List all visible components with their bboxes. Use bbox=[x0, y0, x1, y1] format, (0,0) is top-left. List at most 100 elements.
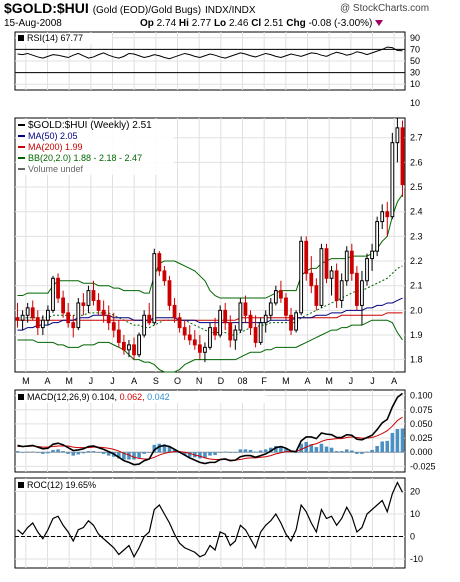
macd-histogram-bar bbox=[339, 451, 344, 453]
candle-down bbox=[56, 277, 60, 299]
open-label: Op bbox=[140, 18, 154, 29]
macd-histogram-bar bbox=[299, 443, 303, 453]
candle-down bbox=[284, 297, 288, 316]
macd-histogram-bar bbox=[15, 451, 20, 453]
candle-up bbox=[360, 280, 364, 306]
price-x-label: M bbox=[22, 376, 30, 386]
rsi-label-bg bbox=[16, 33, 112, 44]
macd-histogram-bar bbox=[350, 450, 354, 453]
candle-down bbox=[385, 211, 390, 218]
close-value: 2.51 bbox=[263, 18, 284, 29]
macd-histogram-bar bbox=[319, 443, 324, 453]
macd-histogram-bar bbox=[41, 452, 45, 454]
candle-up bbox=[375, 221, 380, 252]
macd-histogram-bar bbox=[71, 452, 76, 456]
roc-panel-frame bbox=[14, 477, 406, 569]
macd-histogram-bar bbox=[142, 452, 146, 454]
candle-down bbox=[66, 312, 71, 324]
candle-down bbox=[400, 127, 405, 186]
roc-tick-label: -10 bbox=[410, 554, 423, 564]
macd-histogram-bar bbox=[91, 451, 96, 453]
legend-ma200: MA(200) 1.99 bbox=[28, 142, 83, 152]
high-label: Hi bbox=[178, 18, 189, 29]
candle-down bbox=[213, 327, 217, 336]
candle-up bbox=[299, 240, 304, 314]
candle-down bbox=[132, 344, 136, 356]
macd-histogram-bar bbox=[132, 452, 136, 460]
candle-down bbox=[253, 327, 258, 343]
macd-histogram-bar bbox=[243, 449, 248, 453]
macd-label: MACD(12,26,9) 0.104, 0.062, 0.042 bbox=[27, 392, 170, 402]
macd-histogram-bar bbox=[395, 429, 400, 453]
price-tick-label: 1.9 bbox=[410, 330, 423, 340]
symbol-description: (Gold (EOD)/Gold Bugs) bbox=[92, 5, 202, 16]
macd-histogram-bar bbox=[76, 452, 81, 455]
candle-down bbox=[35, 317, 40, 329]
candle-up bbox=[233, 329, 238, 341]
macd-histogram-bar bbox=[370, 449, 374, 453]
candle-up bbox=[76, 302, 81, 329]
candle-down bbox=[172, 304, 177, 319]
macd-histogram-bar bbox=[20, 452, 25, 453]
price-x-label: A bbox=[131, 376, 137, 386]
macd-histogram-bar bbox=[25, 451, 30, 453]
macd-histogram-bar bbox=[81, 452, 86, 454]
candle-down bbox=[167, 280, 172, 306]
close-label: Cl bbox=[251, 18, 262, 29]
down-arrow-icon bbox=[375, 20, 384, 27]
legend-bb: BB(20,2.0) 1.88 - 2.18 - 2.47 bbox=[28, 153, 142, 163]
candle-down bbox=[162, 270, 167, 282]
macd-histogram-bar bbox=[203, 452, 207, 458]
macd-histogram-bar bbox=[56, 449, 60, 453]
candle-down bbox=[182, 327, 187, 336]
rsi-tick-label: 50 bbox=[410, 56, 420, 66]
macd-histogram-bar bbox=[213, 452, 217, 456]
macd-histogram-bar bbox=[101, 452, 106, 454]
macd-histogram-bar bbox=[355, 452, 359, 454]
rsi-tick-label: 90 bbox=[410, 33, 420, 43]
macd-histogram-bar bbox=[334, 451, 339, 453]
candle-up bbox=[319, 248, 324, 306]
high-value: 2.77 bbox=[191, 18, 212, 29]
candle-down bbox=[248, 314, 253, 329]
macd-histogram-bar bbox=[360, 452, 364, 454]
candle-down bbox=[309, 272, 314, 287]
candle-up bbox=[263, 314, 268, 324]
roc-tick-label: 10 bbox=[410, 509, 420, 519]
price-x-label: M bbox=[325, 376, 333, 386]
candle-down bbox=[187, 334, 192, 341]
ma200-line bbox=[17, 312, 403, 321]
price-x-label: S bbox=[153, 376, 159, 386]
candle-down bbox=[324, 248, 329, 279]
candle-up bbox=[329, 270, 334, 279]
macd-histogram-bar bbox=[263, 449, 268, 453]
candle-up bbox=[273, 290, 278, 304]
macd-histogram-bar bbox=[46, 452, 50, 454]
candle-down bbox=[279, 290, 283, 299]
candle-down bbox=[81, 302, 86, 306]
candle-down bbox=[61, 297, 66, 314]
macd-legend-swatch bbox=[18, 394, 24, 400]
candle-up bbox=[46, 309, 50, 321]
candle-down bbox=[91, 290, 96, 301]
low-label: Lo bbox=[213, 18, 227, 29]
candle-up bbox=[339, 280, 344, 301]
macd-histogram-bar bbox=[238, 449, 243, 453]
legend-price: $GOLD:$HUI (Weekly) 2.51 bbox=[28, 120, 152, 131]
roc-tick-label: 20 bbox=[410, 487, 420, 497]
candle-up bbox=[51, 277, 55, 311]
change-value: -0.08 (-3.00%) bbox=[308, 18, 373, 29]
candle-down bbox=[304, 240, 309, 274]
price-x-label: A bbox=[391, 376, 397, 386]
ohlc-readout: Op 2.74 Hi 2.77 Lo 2.46 Cl 2.51 Chg -0.0… bbox=[140, 18, 384, 29]
candle-down bbox=[192, 339, 197, 346]
candle-up bbox=[390, 142, 395, 218]
candle-up bbox=[20, 314, 25, 321]
macd-histogram-bar bbox=[380, 441, 384, 453]
macd-histogram-bar bbox=[269, 447, 273, 453]
candle-down bbox=[101, 309, 106, 316]
macd-histogram-bar bbox=[96, 452, 101, 453]
macd-histogram-bar bbox=[208, 452, 212, 456]
change-label: Chg bbox=[286, 18, 306, 29]
